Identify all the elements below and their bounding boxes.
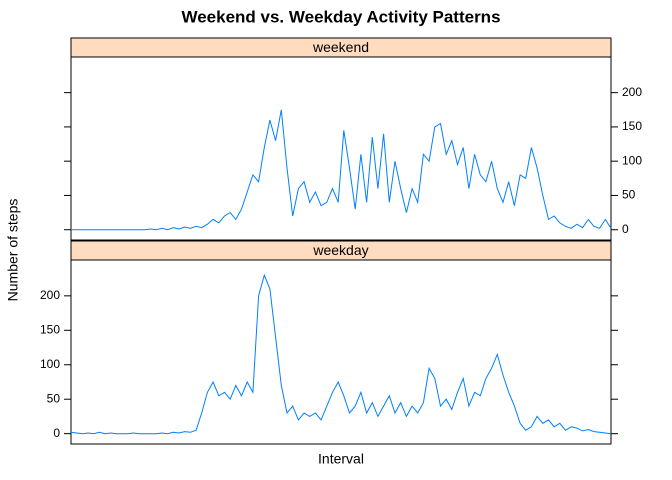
strip-label: weekend xyxy=(312,39,369,55)
chart-title: Weekend vs. Weekday Activity Patterns xyxy=(181,7,500,26)
x-axis-label: Interval xyxy=(318,451,364,467)
y-tick-label: 200 xyxy=(40,288,60,302)
y-tick-label: 0 xyxy=(622,222,629,236)
data-line xyxy=(71,109,612,231)
y-axis-label: Number of steps xyxy=(5,199,21,302)
panel xyxy=(70,259,612,445)
y-tick-label: 100 xyxy=(40,357,60,371)
y-tick-label: 150 xyxy=(40,322,60,336)
panel xyxy=(70,56,612,241)
y-tick-label: 50 xyxy=(622,188,636,202)
strip-label: weekday xyxy=(312,242,368,258)
y-tick-label: 200 xyxy=(622,85,642,99)
data-line xyxy=(70,273,612,435)
y-tick-label: 100 xyxy=(622,153,642,167)
y-tick-label: 150 xyxy=(622,119,642,133)
y-tick-label: 0 xyxy=(53,426,60,440)
y-tick-label: 50 xyxy=(47,391,61,405)
